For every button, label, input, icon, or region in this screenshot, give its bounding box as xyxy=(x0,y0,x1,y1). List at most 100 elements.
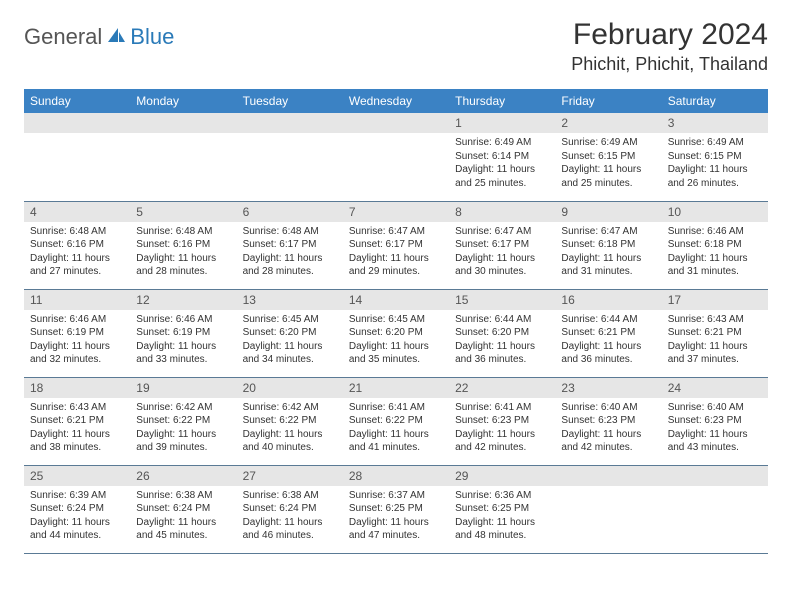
calendar-cell: 7Sunrise: 6:47 AMSunset: 6:17 PMDaylight… xyxy=(343,201,449,289)
day-details: Sunrise: 6:42 AMSunset: 6:22 PMDaylight:… xyxy=(237,398,343,459)
day-details: Sunrise: 6:48 AMSunset: 6:16 PMDaylight:… xyxy=(24,222,130,283)
sunset-line: Sunset: 6:16 PM xyxy=(136,238,230,252)
calendar-cell: 25Sunrise: 6:39 AMSunset: 6:24 PMDayligh… xyxy=(24,465,130,553)
calendar-cell: 2Sunrise: 6:49 AMSunset: 6:15 PMDaylight… xyxy=(555,113,661,201)
calendar-cell: 17Sunrise: 6:43 AMSunset: 6:21 PMDayligh… xyxy=(662,289,768,377)
day-details: Sunrise: 6:46 AMSunset: 6:19 PMDaylight:… xyxy=(24,310,130,371)
day-details: Sunrise: 6:48 AMSunset: 6:16 PMDaylight:… xyxy=(130,222,236,283)
daylight-line: Daylight: 11 hours and 32 minutes. xyxy=(30,340,124,367)
day-details: Sunrise: 6:36 AMSunset: 6:25 PMDaylight:… xyxy=(449,486,555,547)
sunset-line: Sunset: 6:22 PM xyxy=(349,414,443,428)
location-subtitle: Phichit, Phichit, Thailand xyxy=(571,54,768,75)
sunset-line: Sunset: 6:18 PM xyxy=(668,238,762,252)
day-details: Sunrise: 6:46 AMSunset: 6:18 PMDaylight:… xyxy=(662,222,768,283)
day-number: 15 xyxy=(449,290,555,310)
day-details: Sunrise: 6:41 AMSunset: 6:23 PMDaylight:… xyxy=(449,398,555,459)
calendar-cell: 22Sunrise: 6:41 AMSunset: 6:23 PMDayligh… xyxy=(449,377,555,465)
sunrise-line: Sunrise: 6:43 AM xyxy=(668,313,762,327)
calendar-cell: 11Sunrise: 6:46 AMSunset: 6:19 PMDayligh… xyxy=(24,289,130,377)
day-details: Sunrise: 6:47 AMSunset: 6:17 PMDaylight:… xyxy=(343,222,449,283)
calendar-cell: 23Sunrise: 6:40 AMSunset: 6:23 PMDayligh… xyxy=(555,377,661,465)
calendar-cell: 26Sunrise: 6:38 AMSunset: 6:24 PMDayligh… xyxy=(130,465,236,553)
sunset-line: Sunset: 6:23 PM xyxy=(668,414,762,428)
calendar-cell: 10Sunrise: 6:46 AMSunset: 6:18 PMDayligh… xyxy=(662,201,768,289)
sunset-line: Sunset: 6:17 PM xyxy=(243,238,337,252)
sunrise-line: Sunrise: 6:47 AM xyxy=(349,225,443,239)
sunset-line: Sunset: 6:23 PM xyxy=(561,414,655,428)
sunrise-line: Sunrise: 6:44 AM xyxy=(455,313,549,327)
calendar-cell xyxy=(662,465,768,553)
sunset-line: Sunset: 6:22 PM xyxy=(243,414,337,428)
sunrise-line: Sunrise: 6:47 AM xyxy=(455,225,549,239)
sunrise-line: Sunrise: 6:48 AM xyxy=(136,225,230,239)
header: General Blue February 2024 Phichit, Phic… xyxy=(24,18,768,75)
day-details: Sunrise: 6:42 AMSunset: 6:22 PMDaylight:… xyxy=(130,398,236,459)
day-details: Sunrise: 6:37 AMSunset: 6:25 PMDaylight:… xyxy=(343,486,449,547)
day-details: Sunrise: 6:44 AMSunset: 6:21 PMDaylight:… xyxy=(555,310,661,371)
daylight-line: Daylight: 11 hours and 45 minutes. xyxy=(136,516,230,543)
sunset-line: Sunset: 6:20 PM xyxy=(455,326,549,340)
day-number: 3 xyxy=(662,113,768,133)
day-details: Sunrise: 6:43 AMSunset: 6:21 PMDaylight:… xyxy=(662,310,768,371)
logo-sail-icon xyxy=(106,26,126,49)
calendar-cell: 24Sunrise: 6:40 AMSunset: 6:23 PMDayligh… xyxy=(662,377,768,465)
sunset-line: Sunset: 6:25 PM xyxy=(455,502,549,516)
day-number: 12 xyxy=(130,290,236,310)
day-number xyxy=(24,113,130,133)
sunset-line: Sunset: 6:24 PM xyxy=(243,502,337,516)
daylight-line: Daylight: 11 hours and 31 minutes. xyxy=(561,252,655,279)
calendar-cell: 12Sunrise: 6:46 AMSunset: 6:19 PMDayligh… xyxy=(130,289,236,377)
daylight-line: Daylight: 11 hours and 48 minutes. xyxy=(455,516,549,543)
calendar-cell: 29Sunrise: 6:36 AMSunset: 6:25 PMDayligh… xyxy=(449,465,555,553)
daylight-line: Daylight: 11 hours and 30 minutes. xyxy=(455,252,549,279)
sunrise-line: Sunrise: 6:36 AM xyxy=(455,489,549,503)
sunset-line: Sunset: 6:19 PM xyxy=(30,326,124,340)
day-number: 11 xyxy=(24,290,130,310)
day-details xyxy=(130,133,236,140)
daylight-line: Daylight: 11 hours and 37 minutes. xyxy=(668,340,762,367)
sunrise-line: Sunrise: 6:44 AM xyxy=(561,313,655,327)
month-title: February 2024 xyxy=(571,18,768,52)
day-details: Sunrise: 6:38 AMSunset: 6:24 PMDaylight:… xyxy=(130,486,236,547)
calendar-cell: 6Sunrise: 6:48 AMSunset: 6:17 PMDaylight… xyxy=(237,201,343,289)
sunrise-line: Sunrise: 6:45 AM xyxy=(243,313,337,327)
title-block: February 2024 Phichit, Phichit, Thailand xyxy=(571,18,768,75)
sunset-line: Sunset: 6:21 PM xyxy=(668,326,762,340)
sunrise-line: Sunrise: 6:49 AM xyxy=(668,136,762,150)
day-details xyxy=(555,486,661,493)
col-sunday: Sunday xyxy=(24,89,130,113)
day-number: 9 xyxy=(555,202,661,222)
day-number: 1 xyxy=(449,113,555,133)
daylight-line: Daylight: 11 hours and 28 minutes. xyxy=(243,252,337,279)
day-number: 25 xyxy=(24,466,130,486)
day-number: 13 xyxy=(237,290,343,310)
day-details: Sunrise: 6:40 AMSunset: 6:23 PMDaylight:… xyxy=(555,398,661,459)
daylight-line: Daylight: 11 hours and 31 minutes. xyxy=(668,252,762,279)
sunset-line: Sunset: 6:16 PM xyxy=(30,238,124,252)
daylight-line: Daylight: 11 hours and 46 minutes. xyxy=(243,516,337,543)
daylight-line: Daylight: 11 hours and 36 minutes. xyxy=(561,340,655,367)
day-details: Sunrise: 6:44 AMSunset: 6:20 PMDaylight:… xyxy=(449,310,555,371)
calendar-cell xyxy=(130,113,236,201)
weekday-header-row: Sunday Monday Tuesday Wednesday Thursday… xyxy=(24,89,768,113)
sunrise-line: Sunrise: 6:46 AM xyxy=(136,313,230,327)
day-details: Sunrise: 6:49 AMSunset: 6:15 PMDaylight:… xyxy=(662,133,768,194)
calendar-week-row: 25Sunrise: 6:39 AMSunset: 6:24 PMDayligh… xyxy=(24,465,768,553)
daylight-line: Daylight: 11 hours and 41 minutes. xyxy=(349,428,443,455)
day-details: Sunrise: 6:41 AMSunset: 6:22 PMDaylight:… xyxy=(343,398,449,459)
col-saturday: Saturday xyxy=(662,89,768,113)
calendar-cell: 1Sunrise: 6:49 AMSunset: 6:14 PMDaylight… xyxy=(449,113,555,201)
sunset-line: Sunset: 6:23 PM xyxy=(455,414,549,428)
sunrise-line: Sunrise: 6:41 AM xyxy=(455,401,549,415)
sunset-line: Sunset: 6:21 PM xyxy=(30,414,124,428)
day-details: Sunrise: 6:45 AMSunset: 6:20 PMDaylight:… xyxy=(343,310,449,371)
daylight-line: Daylight: 11 hours and 44 minutes. xyxy=(30,516,124,543)
day-number xyxy=(343,113,449,133)
logo-text-general: General xyxy=(24,24,102,50)
calendar-cell: 20Sunrise: 6:42 AMSunset: 6:22 PMDayligh… xyxy=(237,377,343,465)
day-details: Sunrise: 6:49 AMSunset: 6:14 PMDaylight:… xyxy=(449,133,555,194)
day-number: 2 xyxy=(555,113,661,133)
sunrise-line: Sunrise: 6:39 AM xyxy=(30,489,124,503)
calendar-cell: 13Sunrise: 6:45 AMSunset: 6:20 PMDayligh… xyxy=(237,289,343,377)
sunrise-line: Sunrise: 6:47 AM xyxy=(561,225,655,239)
